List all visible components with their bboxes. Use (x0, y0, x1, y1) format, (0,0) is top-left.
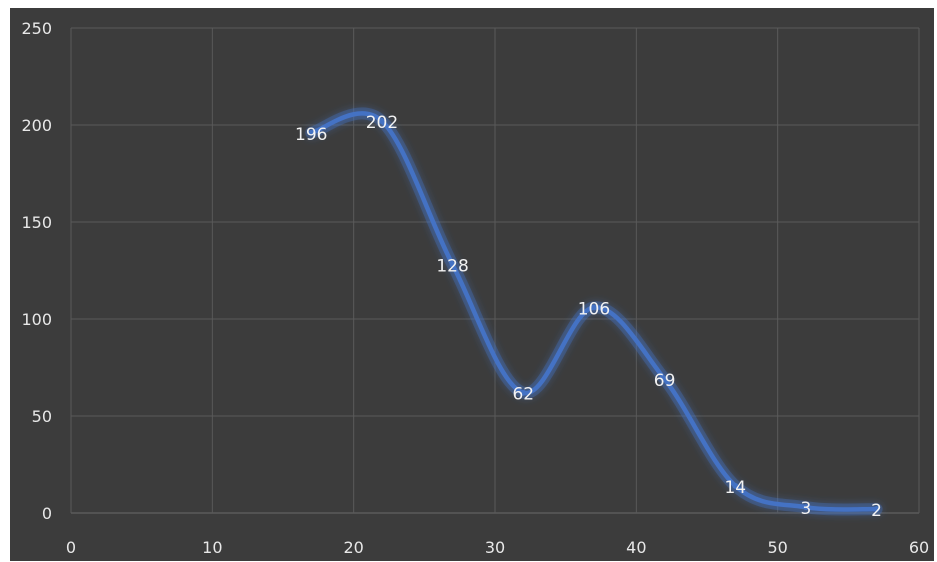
x-tick-label: 60 (909, 538, 929, 557)
data-label: 202 (366, 113, 398, 133)
y-tick-label: 250 (21, 19, 52, 38)
data-point (873, 506, 880, 513)
x-tick-label: 30 (485, 538, 505, 557)
data-point (520, 389, 527, 396)
x-tick-label: 10 (202, 538, 222, 557)
data-label: 3 (801, 499, 812, 519)
data-labels: 196 202 128 62 106 69 14 3 2 (295, 113, 882, 521)
y-tick-label: 150 (21, 213, 52, 232)
data-label: 69 (654, 371, 676, 391)
x-tick-label: 20 (343, 538, 363, 557)
data-label: 62 (512, 385, 534, 405)
axis-tick-labels: 0 50 100 150 200 250 0 10 20 30 40 50 60 (21, 19, 929, 557)
y-tick-label: 100 (21, 310, 52, 329)
series-layer (305, 107, 883, 516)
data-label: 2 (871, 501, 882, 521)
y-tick-label: 0 (42, 504, 52, 523)
gridlines (70, 27, 920, 514)
x-tick-label: 40 (626, 538, 646, 557)
data-point (308, 129, 315, 136)
y-tick-label: 50 (32, 407, 52, 426)
data-point (802, 504, 809, 511)
y-tick-label: 200 (21, 116, 52, 135)
x-tick-label: 0 (66, 538, 76, 557)
data-point (732, 482, 739, 489)
data-label: 128 (436, 257, 468, 277)
data-label: 106 (578, 299, 610, 319)
chart-background (10, 8, 934, 561)
data-point (378, 118, 385, 125)
data-point (449, 261, 456, 268)
data-label: 14 (724, 478, 746, 498)
data-label: 196 (295, 125, 327, 145)
data-point (590, 304, 597, 311)
data-point (661, 376, 668, 383)
x-tick-label: 50 (767, 538, 787, 557)
series-line (309, 111, 879, 512)
